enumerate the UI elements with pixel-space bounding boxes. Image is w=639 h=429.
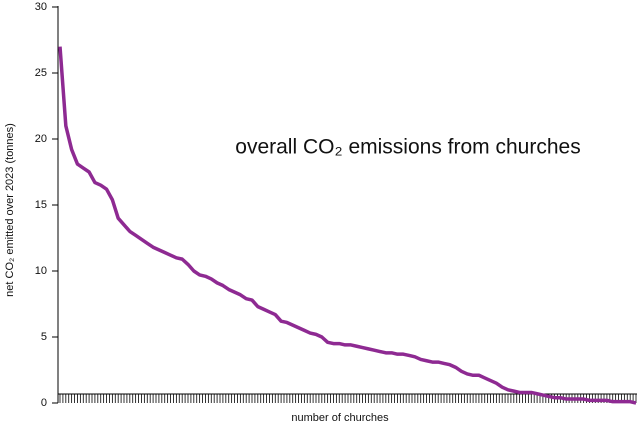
y-axis-label: net CO₂ emitted over 2023 (tonnes) [4,123,16,297]
x-axis-label: number of churches [291,412,389,424]
y-tick-label: 0 [41,397,47,409]
y-tick-label: 30 [35,1,47,13]
y-tick-label: 20 [35,133,47,145]
chart-title: overall CO₂ emissions from churches [235,136,580,159]
y-tick-label: 15 [35,199,47,211]
y-tick-label: 5 [41,331,47,343]
y-tick-label: 10 [35,265,47,277]
data-line [58,46,637,405]
y-tick-label: 25 [35,67,47,79]
